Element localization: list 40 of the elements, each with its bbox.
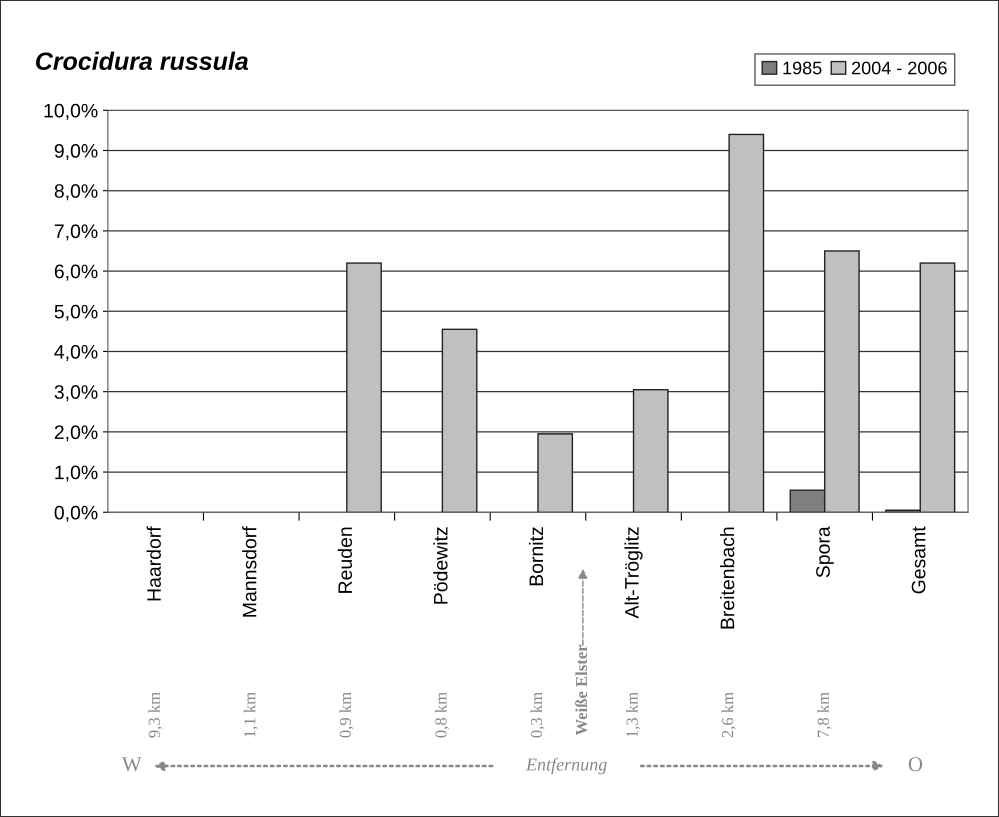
y-tick-label: 1,0% [55, 466, 98, 482]
y-tick-label: 6,0% [54, 264, 98, 281]
bar [537, 433, 574, 512]
x-tick-label: Bornitz [528, 527, 544, 586]
text: 0,8 km [434, 692, 449, 738]
x-tick-label: Reuden [338, 528, 352, 593]
x-tick-label: Gesamt [912, 526, 926, 594]
x-tick-label: Haardorf [146, 526, 161, 600]
x-tick-label: Spora [816, 526, 834, 578]
text: 0,9 km [339, 692, 354, 738]
bar [442, 328, 478, 512]
x-tick-label: Pödewitz [433, 527, 448, 604]
legend-label: 2004 - 2006 [852, 62, 947, 74]
y-tick-label: 3,0% [54, 385, 98, 402]
text: 9,3 km [148, 692, 162, 738]
bar [728, 134, 764, 512]
text: Entfernung [526, 758, 607, 774]
text: Weiße Elster [575, 644, 588, 736]
bar [632, 388, 669, 512]
text: 1,3 km [626, 692, 640, 737]
x-tick-label: Breitenbach [720, 528, 734, 628]
text: W [122, 757, 142, 772]
chart-title: Crocidura russula [36, 52, 248, 70]
x-tick-label: Alt-Tröglitz [624, 527, 643, 618]
y-tick-label: 0,0% [54, 506, 98, 522]
bar [346, 262, 382, 512]
legend-label: 1985 [783, 62, 822, 74]
y-tick-label: 10,0% [44, 104, 98, 120]
x-tick-label: Mannsdorf [242, 526, 256, 617]
y-tick-label: 2,0% [54, 425, 98, 442]
y-tick-label: 9,0% [54, 144, 98, 160]
text: O [908, 757, 922, 772]
text: 0,3 km [530, 692, 545, 738]
y-tick-label: 8,0% [54, 184, 98, 200]
y-tick-label: 7,0% [54, 224, 98, 240]
text: 1,1 km [244, 692, 258, 737]
text: 2,6 km [722, 692, 736, 738]
text: 7,8 km [817, 692, 832, 738]
y-tick-label: 5,0% [54, 304, 98, 321]
y-tick-label: 4,0% [54, 344, 98, 362]
